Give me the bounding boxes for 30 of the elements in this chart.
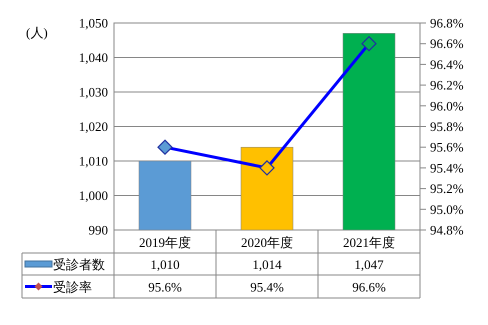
y2-tick-label: 96.4% — [430, 56, 464, 72]
y-axis-title: (人) — [26, 25, 48, 40]
y2-tick-label: 96.0% — [430, 98, 464, 114]
y2-tick-label: 96.2% — [430, 78, 464, 93]
y2-tick-label: 96.6% — [430, 36, 464, 52]
y-tick-label: 1,020 — [78, 119, 108, 134]
x-tick-label: 2021年度 — [343, 235, 395, 250]
y2-tick-label: 95.0% — [430, 202, 464, 217]
y-tick-label: 1,040 — [78, 50, 108, 65]
legend-label: 受診率 — [53, 280, 92, 294]
y-tick-label: 1,030 — [78, 84, 108, 100]
data-label: 1,010 — [150, 257, 180, 272]
legend-label: 受診者数 — [53, 257, 105, 272]
data-label: 1,047 — [354, 257, 384, 272]
data-label: 95.4% — [250, 280, 284, 294]
y2-tick-label: 94.8% — [430, 222, 464, 238]
y2-tick-label: 96.8% — [430, 16, 464, 30]
y2-tick-label: 95.2% — [430, 181, 464, 196]
data-label: 1,014 — [252, 257, 282, 272]
data-label: 96.6% — [352, 280, 386, 294]
y-tick-label: 1,050 — [78, 16, 108, 30]
data-label: 95.6% — [148, 280, 182, 294]
y-tick-label: 1,010 — [78, 154, 108, 168]
y-tick-label: 1,000 — [78, 188, 108, 203]
y2-tick-label: 95.6% — [430, 140, 464, 155]
y2-tick-label: 95.4% — [430, 160, 464, 176]
y-tick-label: 990 — [88, 222, 108, 238]
y2-tick-label: 95.8% — [430, 119, 464, 134]
x-tick-label: 2019年度 — [139, 235, 191, 250]
x-tick-label: 2020年度 — [241, 235, 293, 250]
